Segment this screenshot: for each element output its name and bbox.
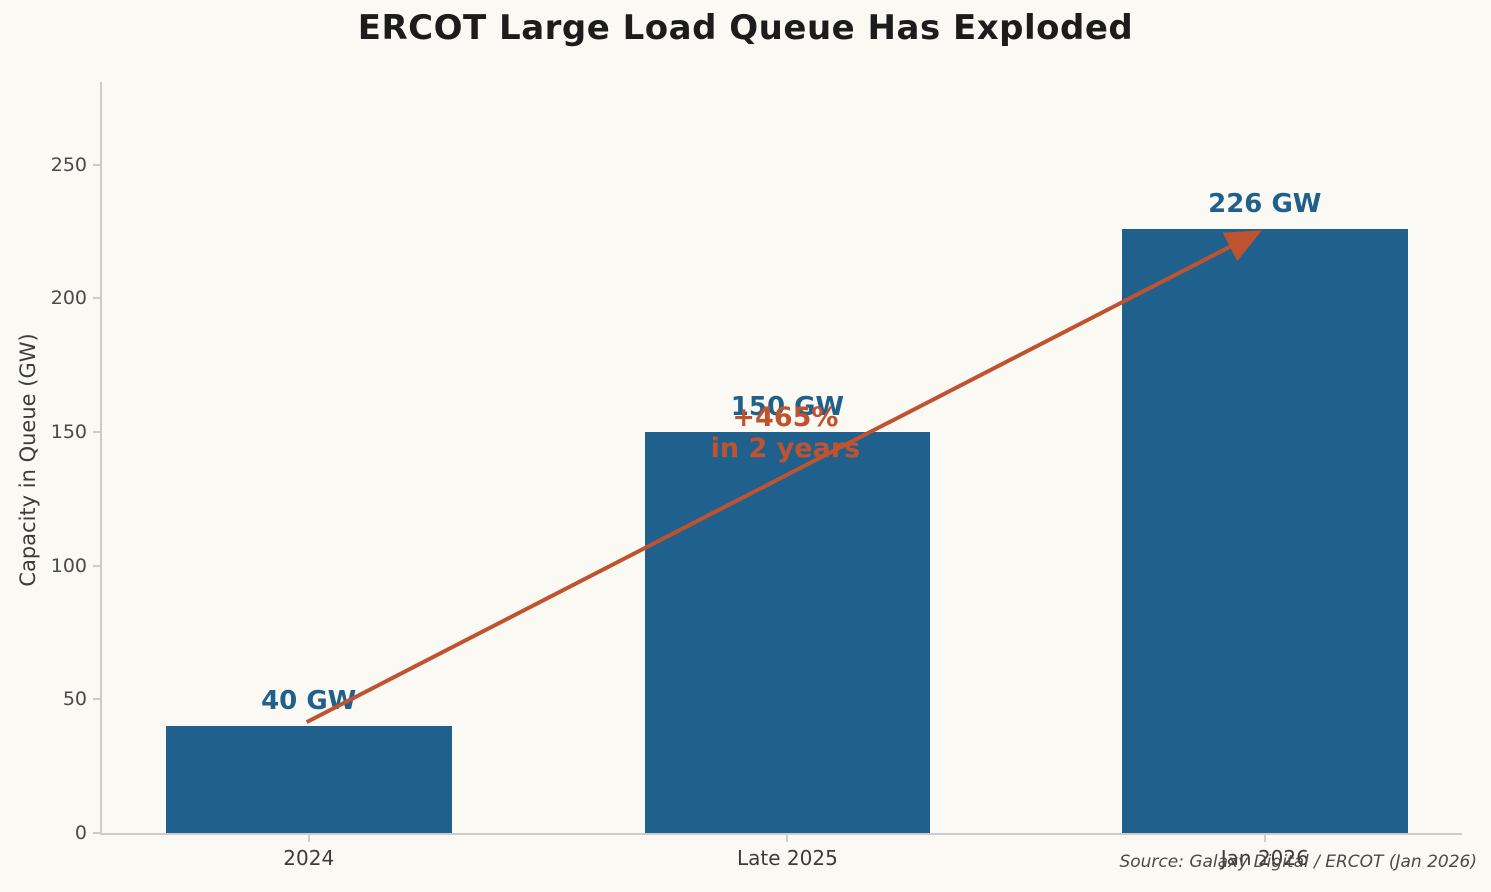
x-tick-mark: [1263, 833, 1266, 842]
y-tick-label: 150: [50, 421, 87, 444]
y-tick-mark: [93, 832, 102, 834]
y-tick-label: 50: [62, 688, 87, 711]
chart-title: ERCOT Large Load Queue Has Exploded: [357, 8, 1134, 48]
growth-annotation: +465% in 2 years: [711, 402, 861, 464]
y-tick-label: 200: [50, 287, 87, 310]
growth-annotation-line1: +465%: [732, 402, 839, 433]
y-tick-label: 0: [74, 822, 87, 844]
y-tick-mark: [93, 163, 102, 166]
source-note: Source: Galaxy Digital / ERCOT (Jan 2026…: [1119, 852, 1477, 872]
y-tick-label: 100: [50, 554, 87, 577]
x-tick-mark: [786, 833, 789, 842]
x-tick-mark: [307, 833, 310, 842]
bar-value-label: 226 GW: [1208, 189, 1322, 219]
growth-annotation-line2: in 2 years: [710, 433, 861, 464]
x-tick-label: 2024: [283, 846, 335, 870]
bar-value-label: 40 GW: [261, 686, 357, 717]
y-tick-label: 250: [50, 153, 87, 176]
x-tick-label: Jan 2026: [1220, 846, 1309, 870]
y-tick-mark: [93, 431, 102, 434]
x-tick-label: Late 2025: [737, 846, 838, 870]
bar: [165, 726, 452, 833]
bar: [1122, 229, 1408, 833]
bar: [644, 432, 931, 833]
y-tick-mark: [93, 698, 102, 701]
y-tick-mark: [93, 297, 102, 300]
y-axis-label: Capacity in Queue (GW): [16, 333, 40, 587]
y-tick-mark: [93, 564, 102, 567]
